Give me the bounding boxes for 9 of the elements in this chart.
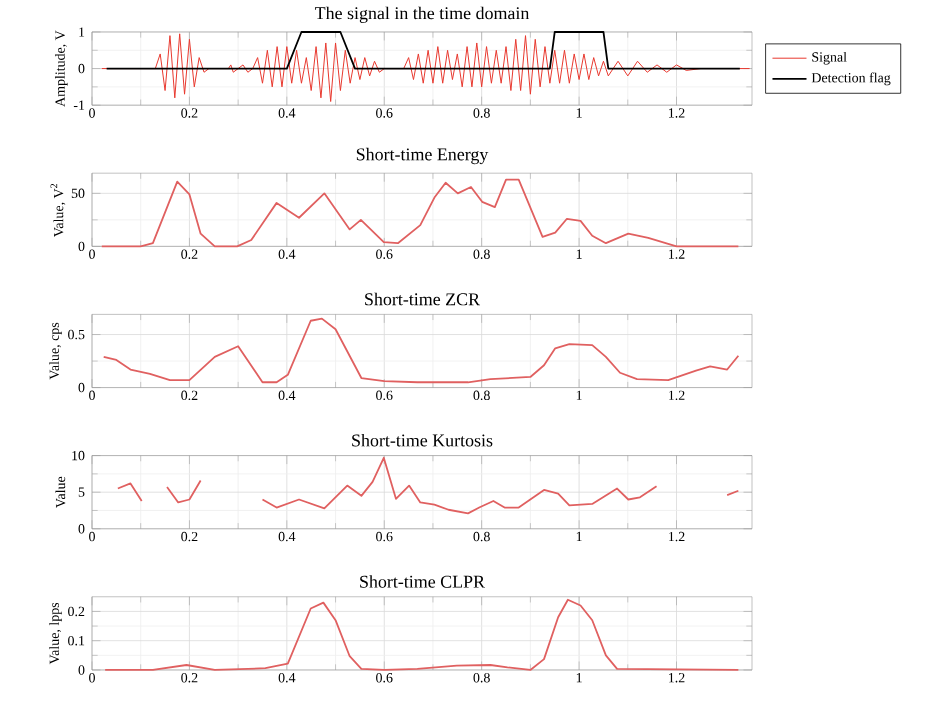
- line-series: [104, 598, 740, 671]
- line-series: [102, 317, 740, 384]
- chart-title: Short-time Kurtosis: [352, 433, 493, 447]
- chart-title: Short-time Energy: [356, 147, 489, 165]
- chart-title: Short-time CLPR: [360, 575, 486, 588]
- line-series: [101, 33, 751, 103]
- chart-title: Short-time ZCR: [365, 292, 481, 306]
- chart-title: The signal in the time domain: [314, 6, 530, 23]
- line-series: [100, 178, 740, 248]
